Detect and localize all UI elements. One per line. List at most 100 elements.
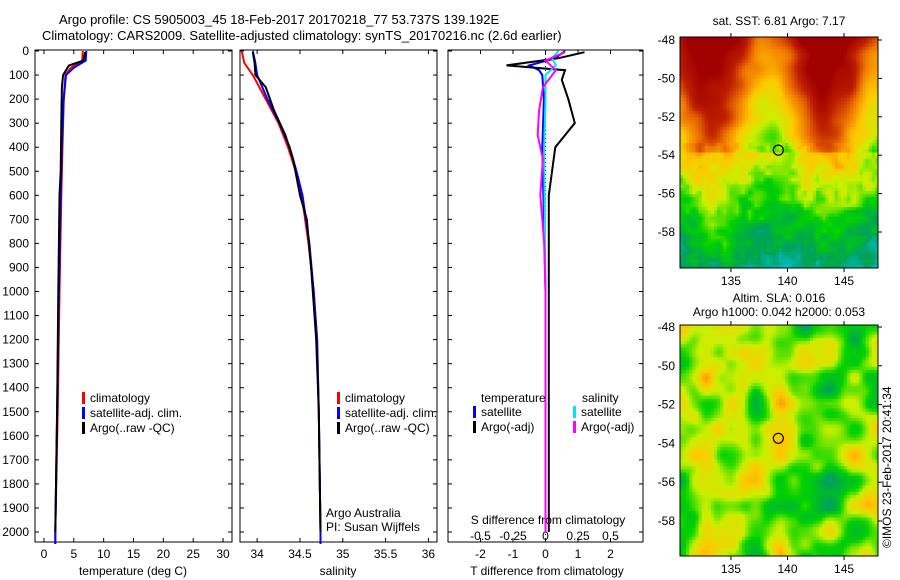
map-cell <box>723 43 727 48</box>
map-cell <box>772 226 777 230</box>
map-cell <box>763 174 768 179</box>
map-cell <box>828 229 833 234</box>
map-cell <box>837 101 842 105</box>
map-cell <box>683 94 687 99</box>
map-cell <box>735 194 740 198</box>
map-cell <box>754 40 758 44</box>
map-cell <box>840 75 845 80</box>
map-cell <box>871 181 876 186</box>
map-cell <box>853 81 857 86</box>
map-cell <box>714 232 718 237</box>
map-cell <box>692 91 696 96</box>
map-cell <box>695 117 700 121</box>
map-cell <box>748 149 752 153</box>
map-cell <box>738 223 743 227</box>
map-cell <box>738 40 743 44</box>
map-cell <box>816 37 820 41</box>
map-cell <box>772 130 777 134</box>
map-cell <box>751 139 755 144</box>
map-cell <box>748 59 752 64</box>
map-cell <box>847 158 851 163</box>
map-cell <box>809 242 814 247</box>
map-cell <box>847 171 851 176</box>
map-cell <box>710 37 715 41</box>
map-cell <box>698 171 703 176</box>
map-cell <box>803 194 808 198</box>
map-cell <box>809 75 814 80</box>
map-cell <box>707 152 712 157</box>
map-cell <box>689 194 693 198</box>
map-cell <box>710 101 715 105</box>
map-cell <box>828 258 833 263</box>
map-cell <box>819 53 823 57</box>
map-cell <box>723 251 727 256</box>
map-cell <box>760 107 765 112</box>
map-cell <box>822 242 826 247</box>
map-cell <box>763 120 768 125</box>
map-cell <box>840 207 845 211</box>
map-cell <box>689 261 693 266</box>
map-cell <box>723 216 727 221</box>
map-cell <box>738 155 743 160</box>
map-cell <box>865 46 870 51</box>
map-cell <box>859 232 864 237</box>
map-cell <box>871 107 876 112</box>
map-cell <box>710 226 715 230</box>
map-cell <box>871 325 876 329</box>
map-cell <box>788 245 792 250</box>
map-cell <box>763 91 768 96</box>
map-cell <box>680 85 684 89</box>
map-cell <box>760 88 765 93</box>
map-cell <box>717 88 721 93</box>
map-cell <box>766 264 771 269</box>
map-cell <box>874 200 879 205</box>
map-cell <box>840 216 845 221</box>
map-cell <box>766 120 771 125</box>
map-cell <box>723 40 727 44</box>
map-cell <box>710 197 715 202</box>
map-cell <box>853 155 857 160</box>
map-cell <box>717 158 721 163</box>
map-cell <box>775 104 780 109</box>
map-cell <box>680 168 684 173</box>
map-cell <box>729 197 734 202</box>
map-cell <box>723 219 727 224</box>
map-cell <box>735 261 740 266</box>
map-cell <box>686 216 690 221</box>
map-cell <box>689 213 693 218</box>
map-cell <box>782 191 786 195</box>
map-cell <box>748 46 752 51</box>
map-cell <box>779 107 783 112</box>
map-cell <box>785 81 789 86</box>
map-cell <box>717 207 721 211</box>
map-cell <box>707 168 712 173</box>
map-cell <box>717 248 721 253</box>
map-cell <box>831 242 836 247</box>
map-cell <box>707 85 712 89</box>
map-cell <box>856 94 860 99</box>
map-cell <box>847 261 851 266</box>
map-cell <box>874 139 879 144</box>
map-cell <box>865 53 870 57</box>
map-cell <box>828 239 833 243</box>
map-cell <box>840 213 845 218</box>
map-cell <box>822 194 826 198</box>
map-cell <box>847 114 851 118</box>
map-cell <box>800 59 805 64</box>
map-cell <box>779 325 783 329</box>
map-cell <box>791 97 795 102</box>
map-cell <box>738 107 743 112</box>
map-cell <box>723 187 727 192</box>
map-cell <box>840 91 845 96</box>
map-cell <box>800 97 805 102</box>
map-cell <box>748 126 752 131</box>
map-cell <box>868 107 873 112</box>
map-cell <box>748 37 752 41</box>
map-cell <box>853 210 857 214</box>
map-cell <box>791 69 795 73</box>
map-cell <box>806 162 811 166</box>
map-cell <box>757 49 761 54</box>
map-cell <box>831 232 836 237</box>
map-cell <box>782 133 786 137</box>
map-cell <box>775 126 780 131</box>
